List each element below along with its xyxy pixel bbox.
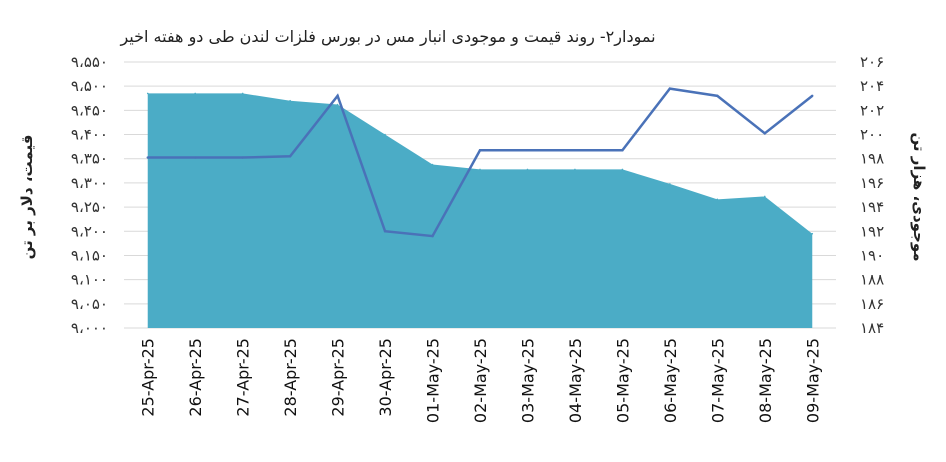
right-tick-label: ۲۰۴ (860, 77, 884, 95)
right-tick-label: ۱۹۸ (860, 150, 884, 168)
price-point (431, 234, 434, 238)
stock-point (669, 183, 671, 185)
left-axis-label: قیمت، دلار بر تن (18, 135, 36, 260)
x-tick-label: 02-May-25 (471, 338, 490, 423)
left-tick-label: ۹،۰۵۰ (71, 295, 108, 313)
x-tick-label: 26-Apr-25 (186, 338, 205, 417)
left-tick-label: ۹،۰۰۰ (71, 319, 108, 337)
left-tick-label: ۹،۱۰۰ (71, 271, 108, 289)
x-tick-label: 07-May-25 (708, 338, 727, 423)
price-point (383, 230, 387, 233)
stock-point (526, 168, 529, 171)
stock-point (146, 92, 149, 95)
price-point (763, 132, 766, 135)
right-axis-ticks: ۱۸۴ ۱۸۶ ۱۸۸ ۱۹۰ ۱۹۲ ۱۹۴ ۱۹۶ ۱۹۸ ۲۰۰ ۲۰۲ ۲۰۴ ۲۰۶ (860, 53, 884, 337)
x-tick-label: 08-May-25 (756, 338, 775, 423)
right-axis-label: موجودی، هزار تن (910, 132, 928, 261)
left-tick-label: ۹،۵۵۰ (71, 53, 108, 71)
right-tick-label: ۱۹۴ (860, 198, 884, 216)
price-point (336, 94, 339, 98)
right-tick-label: ۱۹۲ (860, 222, 884, 240)
stock-point (384, 133, 386, 136)
price-point (716, 94, 719, 98)
x-axis-ticks: 25-Apr-25 26-Apr-25 27-Apr-25 28-Apr-25 29-A… (139, 338, 823, 423)
left-tick-label: ۹،۱۵۰ (71, 246, 108, 264)
price-point (478, 149, 482, 152)
stock-point (431, 163, 434, 166)
stock-area-series (146, 92, 814, 328)
stock-point (194, 92, 196, 95)
chart-title: نمودار۲- روند قیمت و موجودی انبار مس در … (119, 27, 655, 47)
price-point (668, 87, 672, 90)
stock-point (479, 168, 481, 171)
right-tick-label: ۱۸۴ (860, 319, 884, 337)
x-tick-label: 25-Apr-25 (139, 338, 158, 417)
left-tick-label: ۹،۳۵۰ (71, 150, 108, 168)
stock-point (764, 195, 766, 198)
stock-point (336, 103, 339, 106)
price-line-series (146, 87, 814, 238)
x-tick-label: 27-Apr-25 (234, 338, 253, 417)
price-point (811, 94, 814, 98)
x-tick-label: 05-May-25 (613, 338, 632, 423)
left-tick-label: ۹،۳۰۰ (71, 174, 108, 192)
right-tick-label: ۱۹۰ (860, 246, 884, 264)
stock-point (289, 99, 291, 102)
stock-area (147, 93, 813, 328)
price-point (621, 149, 624, 152)
x-tick-label: 06-May-25 (661, 338, 680, 423)
right-tick-label: ۱۸۶ (860, 295, 884, 313)
left-tick-label: ۹،۴۰۰ (71, 126, 108, 144)
x-tick-label: 09-May-25 (803, 338, 822, 423)
left-axis-ticks: ۹،۰۰۰ ۹،۰۵۰ ۹،۱۰۰ ۹،۱۵۰ ۹،۲۰۰ ۹،۲۵۰ ۹،۳۰۰ ۹،۳۵۰… (71, 53, 108, 337)
right-tick-label: ۲۰۶ (860, 53, 884, 71)
price-point (241, 156, 244, 159)
right-tick-label: ۲۰۲ (860, 101, 884, 119)
left-tick-label: ۹،۵۰۰ (71, 77, 108, 95)
price-point (573, 149, 577, 152)
price-point (194, 156, 197, 159)
x-tick-label: 30-Apr-25 (376, 338, 395, 417)
stock-point (811, 232, 814, 235)
x-tick-label: 28-Apr-25 (281, 338, 300, 417)
stock-point (716, 198, 719, 201)
right-tick-label: ۱۸۸ (860, 271, 884, 289)
left-tick-label: ۹،۴۵۰ (71, 101, 108, 119)
price-point (288, 155, 292, 158)
price-point (146, 156, 149, 159)
x-tick-label: 29-Apr-25 (329, 338, 348, 417)
stock-point (241, 92, 244, 95)
right-tick-label: ۲۰۰ (860, 126, 884, 144)
x-tick-label: 04-May-25 (566, 338, 585, 423)
left-tick-label: ۹،۲۵۰ (71, 198, 108, 216)
left-tick-label: ۹،۲۰۰ (71, 222, 108, 240)
stock-point (621, 168, 624, 171)
price-point (526, 149, 529, 152)
right-tick-label: ۱۹۶ (860, 174, 884, 192)
x-tick-label: 01-May-25 (424, 338, 443, 423)
x-tick-label: 03-May-25 (518, 338, 537, 423)
stock-point (574, 168, 576, 171)
